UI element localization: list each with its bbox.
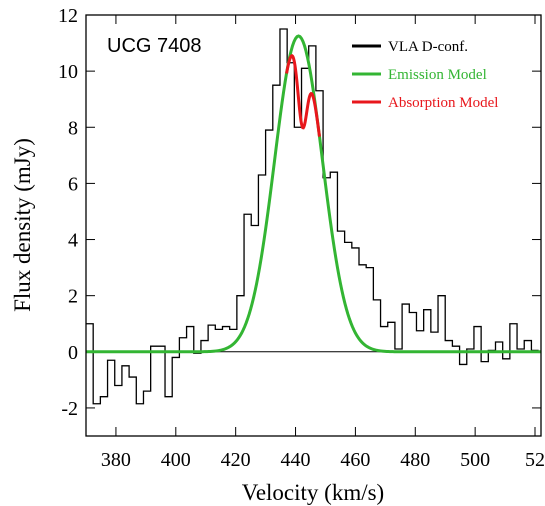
x-tick-label: 420 bbox=[221, 449, 251, 471]
x-tick-label: 500 bbox=[460, 449, 490, 471]
legend-label-observed: VLA D-conf. bbox=[388, 39, 468, 55]
x-tick-label: 480 bbox=[400, 449, 430, 471]
y-tick-label: 8 bbox=[68, 117, 78, 139]
x-axis-title: Velocity (km/s) bbox=[242, 480, 384, 505]
absorption-model-line bbox=[285, 54, 321, 137]
y-axis-title: Flux density (mJy) bbox=[10, 138, 35, 312]
plot-frame bbox=[85, 14, 542, 437]
legend: VLA D-conf. Emission Model Absorption Mo… bbox=[352, 39, 498, 111]
y-tick-label: 12 bbox=[58, 5, 78, 27]
annotation-label: UCG 7408 bbox=[107, 35, 202, 57]
y-tick-label: -2 bbox=[61, 398, 78, 420]
y-tick-label: 0 bbox=[68, 342, 78, 364]
legend-label-absorption: Absorption Model bbox=[388, 95, 498, 111]
x-tick-label: 52 bbox=[525, 449, 545, 471]
y-tick-label: 2 bbox=[68, 286, 78, 308]
x-tick-label: 440 bbox=[281, 449, 311, 471]
x-tick-label: 400 bbox=[161, 449, 191, 471]
legend-label-emission: Emission Model bbox=[388, 67, 487, 83]
observed-spectrum-line bbox=[86, 28, 539, 405]
y-tick-label: 10 bbox=[58, 61, 78, 83]
emission-model-line bbox=[86, 34, 541, 354]
y-tick-label: 6 bbox=[68, 173, 78, 195]
y-tick-label: 4 bbox=[68, 230, 78, 252]
x-tick-label: 380 bbox=[101, 449, 131, 471]
x-tick-label: 460 bbox=[340, 449, 370, 471]
